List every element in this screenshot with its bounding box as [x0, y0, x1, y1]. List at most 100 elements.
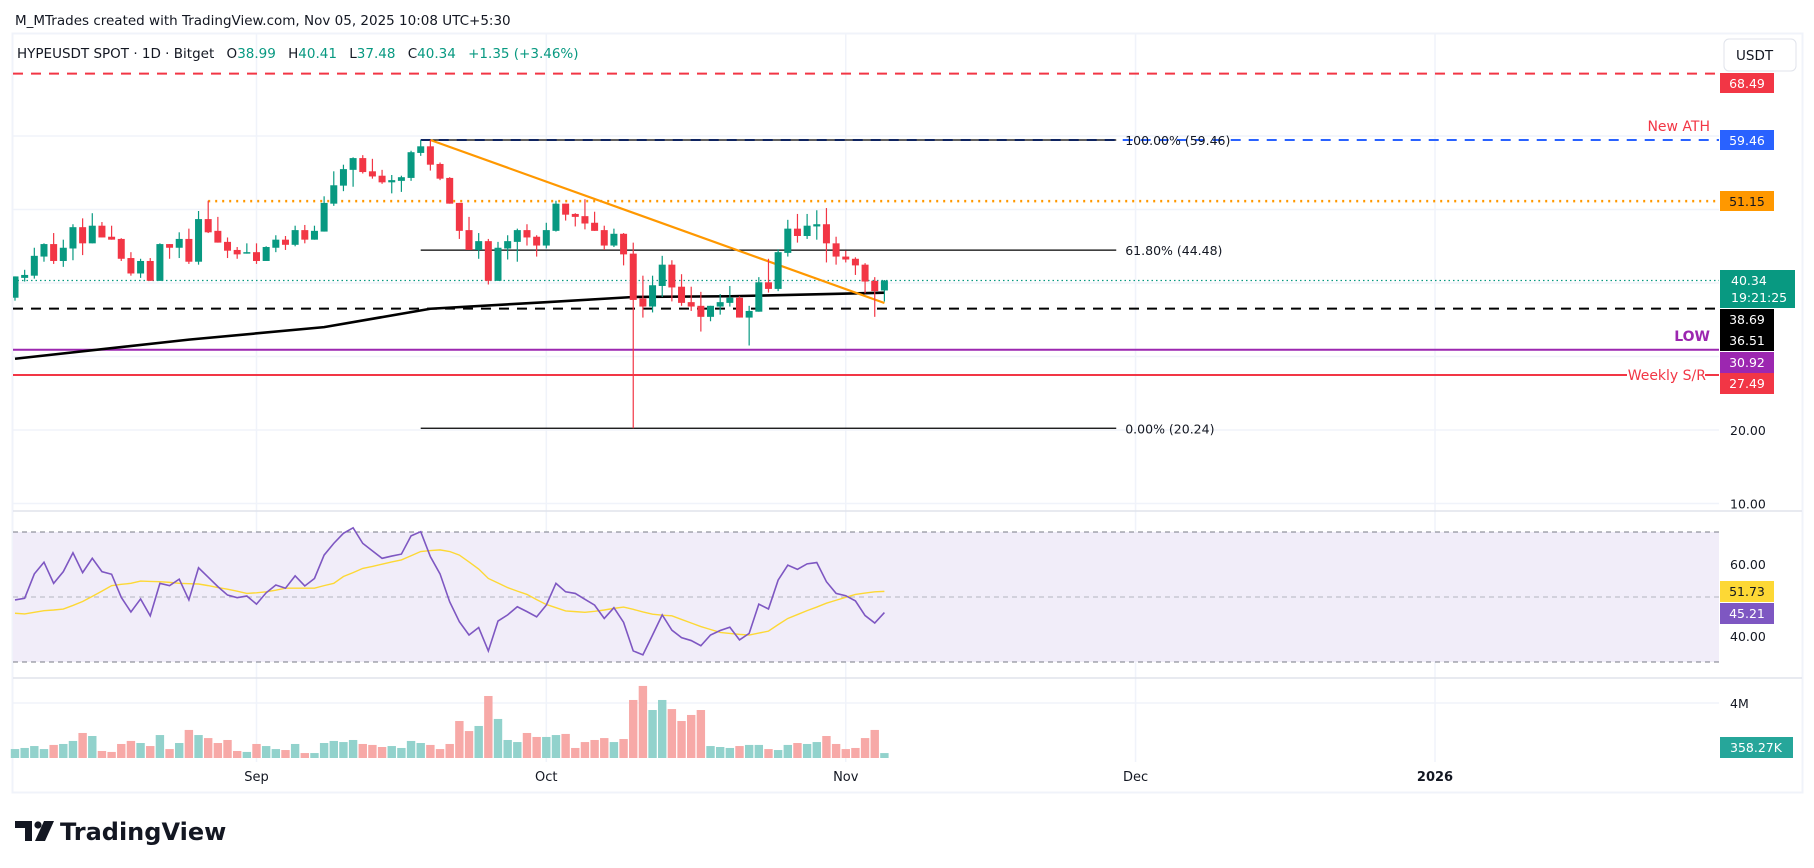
candle[interactable]: [880, 280, 888, 302]
candle[interactable]: [224, 237, 232, 259]
candle[interactable]: [639, 275, 647, 318]
candle[interactable]: [368, 158, 376, 179]
candle[interactable]: [484, 238, 492, 285]
candle[interactable]: [21, 269, 29, 282]
candle[interactable]: [436, 162, 444, 181]
candle[interactable]: [726, 285, 734, 307]
candle[interactable]: [571, 213, 579, 227]
candle[interactable]: [204, 200, 212, 234]
candle[interactable]: [378, 169, 386, 184]
candle[interactable]: [349, 157, 357, 187]
candle[interactable]: [233, 247, 241, 259]
candle[interactable]: [620, 233, 628, 266]
candle[interactable]: [562, 203, 570, 221]
candle[interactable]: [127, 252, 135, 276]
candle[interactable]: [678, 274, 686, 306]
candle[interactable]: [243, 243, 251, 254]
candle[interactable]: [629, 242, 637, 429]
candle[interactable]: [426, 140, 434, 171]
currency-button[interactable]: [1723, 38, 1797, 72]
price-pane[interactable]: [12, 72, 1720, 429]
candle[interactable]: [88, 213, 96, 244]
candle[interactable]: [504, 235, 512, 260]
candle[interactable]: [320, 196, 328, 232]
candle[interactable]: [803, 213, 811, 239]
candle[interactable]: [388, 174, 396, 194]
rsi-axis[interactable]: 60.00 40.00 51.73 45.21: [1720, 557, 1774, 644]
candle[interactable]: [716, 294, 724, 315]
candle[interactable]: [581, 199, 589, 230]
candle[interactable]: [175, 232, 183, 259]
candle[interactable]: [359, 155, 367, 174]
time-axis[interactable]: Sep Oct Nov Dec 2026: [244, 770, 1453, 785]
candle[interactable]: [137, 258, 145, 278]
candle[interactable]: [30, 247, 38, 279]
candle[interactable]: [861, 263, 869, 294]
candle[interactable]: [12, 276, 19, 301]
candle[interactable]: [475, 233, 483, 259]
candle[interactable]: [658, 255, 666, 297]
candle[interactable]: [262, 246, 270, 261]
trendline[interactable]: [430, 138, 885, 305]
candle[interactable]: [272, 235, 280, 253]
candle[interactable]: [494, 241, 502, 281]
candle[interactable]: [40, 243, 48, 262]
candle[interactable]: [79, 218, 87, 256]
candle[interactable]: [813, 210, 821, 240]
candle[interactable]: [253, 243, 260, 264]
ma200-line[interactable]: [14, 291, 885, 361]
candle[interactable]: [687, 286, 695, 311]
candle[interactable]: [108, 225, 116, 240]
candle[interactable]: [668, 260, 676, 302]
candle[interactable]: [195, 211, 203, 265]
rsi-pane[interactable]: [14, 526, 885, 656]
candle[interactable]: [591, 211, 599, 231]
rsi-ma-line[interactable]: [14, 549, 885, 636]
candle[interactable]: [793, 213, 801, 243]
candle[interactable]: [832, 236, 840, 265]
candle[interactable]: [784, 219, 792, 257]
candle[interactable]: [764, 258, 772, 293]
candle[interactable]: [310, 225, 318, 240]
candle[interactable]: [842, 250, 850, 263]
candle[interactable]: [533, 235, 541, 257]
candle[interactable]: [523, 224, 531, 246]
rsi-line[interactable]: [14, 526, 885, 656]
candle[interactable]: [455, 202, 463, 239]
candle[interactable]: [600, 225, 608, 250]
candle[interactable]: [649, 275, 657, 313]
candle[interactable]: [156, 243, 164, 281]
candle[interactable]: [755, 277, 763, 312]
candle[interactable]: [185, 228, 193, 264]
candle[interactable]: [397, 175, 405, 192]
candle[interactable]: [330, 171, 338, 206]
candle[interactable]: [117, 238, 125, 261]
candle[interactable]: [407, 150, 415, 181]
candle[interactable]: [98, 222, 106, 238]
candle[interactable]: [707, 305, 715, 322]
candle[interactable]: [339, 164, 347, 192]
candle[interactable]: [291, 225, 299, 247]
candle[interactable]: [214, 216, 222, 243]
candle[interactable]: [417, 140, 425, 156]
candle[interactable]: [745, 305, 753, 346]
candle[interactable]: [552, 200, 560, 232]
candle[interactable]: [851, 257, 859, 275]
candle[interactable]: [736, 296, 743, 318]
volume-pane[interactable]: [10, 685, 889, 758]
candle[interactable]: [610, 228, 618, 248]
candle[interactable]: [542, 222, 550, 249]
volume-axis[interactable]: 4M 358.27K: [1720, 696, 1793, 758]
candle[interactable]: [465, 216, 473, 250]
tradingview-logo[interactable]: TradingView: [15, 818, 226, 846]
candle[interactable]: [166, 244, 174, 259]
price-axis[interactable]: 20.00 10.00: [1730, 423, 1766, 512]
candle[interactable]: [446, 177, 454, 204]
candle[interactable]: [774, 249, 782, 292]
candle[interactable]: [871, 277, 879, 317]
candle[interactable]: [69, 224, 77, 261]
candle[interactable]: [301, 224, 309, 244]
candle[interactable]: [822, 208, 830, 263]
candle[interactable]: [281, 235, 289, 250]
